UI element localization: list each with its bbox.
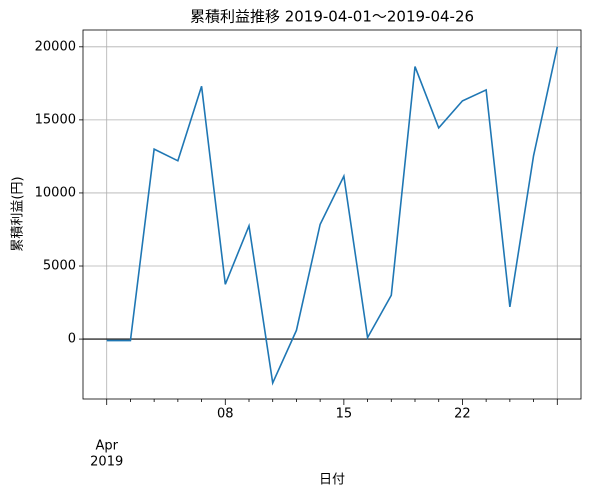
plot-frame (82, 29, 582, 400)
y-tick-label: 15000 (35, 112, 76, 127)
y-tick-label: 0 (68, 332, 76, 347)
chart-title: 累積利益推移 2019-04-01〜2019-04-26 (190, 8, 474, 26)
data-line (106, 46, 559, 386)
x-tick-label: 08 (217, 407, 234, 422)
y-tick-label: 10000 (35, 185, 76, 200)
x-tick-label: 15 (336, 407, 353, 422)
y-tick-label: 5000 (43, 259, 76, 274)
x-tick-label: 22 (454, 407, 471, 422)
y-axis-label: 累積利益(円) (11, 176, 26, 251)
x-axis-label: 日付 (319, 473, 345, 488)
x-year-label: 2019 (90, 455, 123, 470)
x-month-label: Apr (95, 439, 118, 454)
y-tick-label: 20000 (35, 39, 76, 54)
